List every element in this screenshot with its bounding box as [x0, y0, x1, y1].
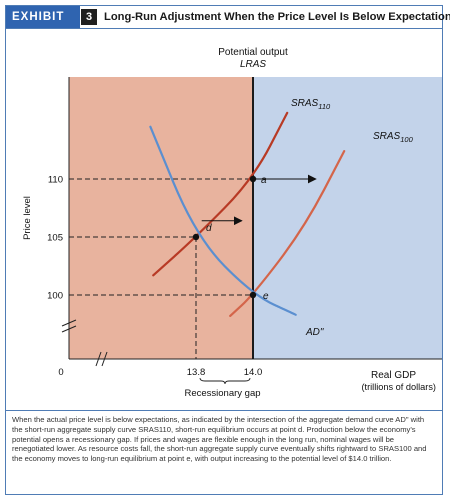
recessionary-gap-brace	[199, 377, 251, 385]
curve-label-ad: AD"	[305, 327, 324, 338]
below-potential-region	[69, 77, 253, 359]
exhibit-frame: EXHIBIT 3 Long-Run Adjustment When the P…	[5, 5, 450, 495]
curve-label-sras110: SRAS110	[291, 98, 331, 111]
point-label-a: a	[261, 175, 267, 186]
x-axis-label: Real GDP	[371, 370, 416, 381]
point-a	[249, 175, 257, 183]
recessionary-gap-label: Recessionary gap	[184, 388, 260, 399]
y-tick-label-105: 105	[47, 233, 63, 244]
header-rule	[6, 28, 442, 29]
y-axis-break-mark	[61, 325, 77, 333]
y-axis-break-mark	[61, 319, 77, 327]
above-potential-region	[253, 77, 442, 359]
exhibit-title: Long-Run Adjustment When the Price Level…	[104, 11, 450, 23]
point-label-d: d	[206, 223, 212, 234]
lras-name-label: LRAS	[240, 59, 266, 70]
origin-label: 0	[58, 367, 63, 378]
exhibit-label: EXHIBIT	[6, 6, 80, 28]
y-tick-label-110: 110	[48, 175, 63, 186]
exhibit-number: 3	[81, 9, 97, 25]
x-axis-units-label: (trillions of dollars)	[361, 382, 436, 392]
point-d	[192, 233, 200, 241]
point-label-e: e	[263, 291, 269, 302]
curve-sras100	[229, 150, 346, 317]
x-tick-label-14.0: 14.0	[244, 367, 263, 378]
lras-title-label: Potential output	[218, 47, 288, 58]
caption-rule	[6, 410, 442, 411]
caption: When the actual price level is below exp…	[12, 415, 427, 464]
y-tick-label-100: 100	[47, 291, 63, 302]
curve-label-sras100: SRAS100	[373, 131, 414, 144]
chart: a d e 100 105 110 13.8 14.0 0 Price level Real GDP…	[22, 47, 442, 399]
y-axis-label: Price level	[22, 196, 33, 240]
point-e	[249, 291, 257, 299]
curve-sras110	[152, 111, 289, 277]
x-axis-break-mark	[101, 351, 108, 367]
exhibit-header: EXHIBIT 3 Long-Run Adjustment When the P…	[6, 6, 450, 28]
x-axis-break-mark	[95, 351, 102, 367]
x-tick-label-13.8: 13.8	[187, 367, 206, 378]
curve-ad	[149, 125, 297, 316]
